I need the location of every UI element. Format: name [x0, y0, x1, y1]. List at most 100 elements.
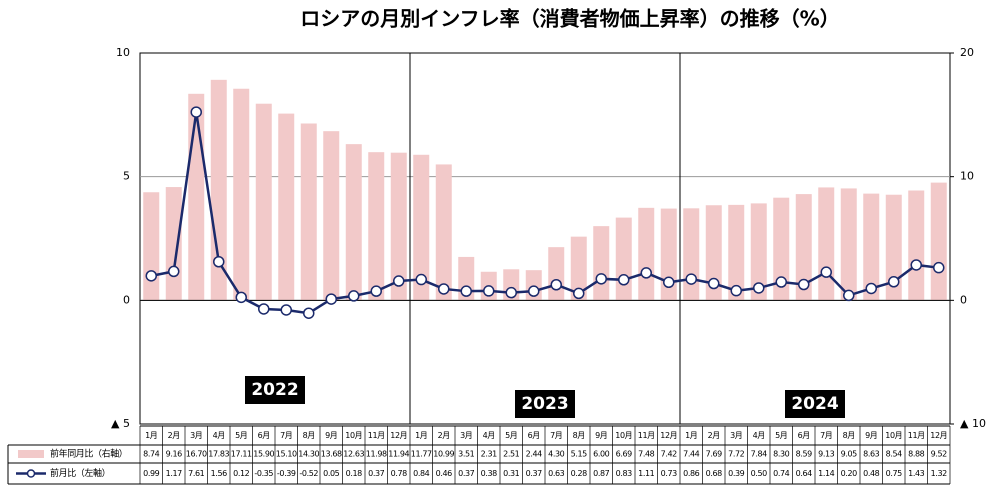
table-value: 0.87 [593, 469, 610, 478]
line-point [798, 278, 810, 291]
table-value: -0.39 [277, 469, 296, 478]
y2-tick-label: 20 [960, 46, 974, 59]
table-value: 11.77 [411, 450, 432, 459]
table-value: 11.94 [388, 450, 409, 459]
y-tick-label: 0 [123, 293, 130, 306]
line-point [145, 270, 157, 282]
table-value: 17.11 [231, 450, 252, 459]
bar [728, 204, 745, 301]
legend-swatch [18, 450, 44, 458]
plot-frame [139, 52, 951, 425]
x-tick-label: 9月 [325, 431, 337, 440]
line-point [843, 289, 855, 302]
table-value: 0.28 [571, 469, 588, 478]
bar [165, 187, 182, 301]
y-tick-label: 5 [123, 170, 130, 183]
line-point [168, 265, 180, 278]
x-tick-label: 6月 [528, 431, 540, 440]
table-value: 0.46 [436, 469, 453, 478]
x-tick-label: 11月 [368, 431, 385, 440]
year-label: 2023 [521, 394, 568, 414]
bar [255, 103, 272, 301]
x-tick-label: 5月 [235, 431, 247, 440]
line-point [190, 106, 202, 118]
line-point [550, 279, 562, 291]
line-point [280, 304, 292, 316]
y2-tick-label: ▲ 10 [960, 417, 986, 430]
x-tick-label: 4月 [213, 431, 225, 440]
x-tick-label: 3月 [730, 431, 742, 440]
table-value: 1.56 [211, 469, 228, 478]
x-tick-label: 9月 [595, 431, 607, 440]
line-point [753, 282, 765, 294]
x-tick-label: 2月 [168, 431, 180, 440]
line-point [528, 285, 540, 297]
table-value: 0.68 [706, 469, 723, 478]
table-value: 8.88 [908, 450, 925, 459]
bar [683, 208, 700, 301]
x-tick-label: 7月 [820, 431, 832, 440]
table-value: 0.83 [616, 469, 633, 478]
table-value: 0.78 [391, 469, 408, 478]
line-point [708, 277, 720, 290]
bar [390, 152, 407, 301]
line-point [573, 287, 585, 300]
table-value: 7.61 [188, 469, 205, 478]
table-value: 0.31 [503, 469, 520, 478]
table-value: 0.74 [773, 469, 790, 478]
table-value: 7.69 [706, 450, 723, 459]
table-value: 2.31 [481, 450, 498, 459]
table-value: 17.83 [208, 450, 229, 459]
table-value: 0.38 [481, 469, 498, 478]
table-value: 0.37 [368, 469, 385, 478]
bar [863, 193, 880, 301]
table-value: 0.86 [683, 469, 700, 478]
table-value: 3.51 [458, 450, 475, 459]
line-point [775, 276, 787, 288]
table-value: 0.20 [841, 469, 858, 478]
line-point [618, 274, 630, 286]
y2-tick-label: 10 [960, 170, 974, 183]
bar [593, 226, 610, 301]
table-value: 0.39 [728, 469, 745, 478]
bar [750, 203, 767, 301]
x-tick-label: 4月 [753, 431, 765, 440]
y-tick-label: 10 [116, 46, 130, 59]
table-value: 7.48 [638, 450, 655, 459]
bar [570, 236, 587, 301]
bar [413, 154, 430, 301]
table-value: -0.35 [254, 469, 273, 478]
line-point [685, 273, 697, 285]
x-tick-label: 2月 [708, 431, 720, 440]
x-tick-label: 3月 [190, 431, 202, 440]
bar [660, 208, 677, 301]
line-point [370, 285, 382, 297]
x-tick-label: 11月 [908, 431, 925, 440]
line-point [393, 275, 405, 287]
bar [143, 192, 160, 301]
table-value: 14.30 [298, 450, 319, 459]
table-value: 1.14 [818, 469, 835, 478]
line-point [730, 284, 742, 297]
line-point [595, 273, 607, 285]
table-value: 0.37 [458, 469, 475, 478]
x-tick-label: 4月 [483, 431, 495, 440]
line-point [460, 285, 472, 297]
line-point [663, 276, 675, 289]
table-value: 1.43 [908, 469, 925, 478]
x-tick-label: 10月 [615, 431, 632, 440]
table-value: 7.72 [728, 450, 745, 459]
bar [435, 164, 452, 301]
line-point [888, 276, 900, 288]
x-tick-label: 5月 [775, 431, 787, 440]
table-value: 0.75 [886, 469, 903, 478]
bar [638, 207, 655, 301]
table-value: 7.84 [751, 450, 768, 459]
bar [345, 144, 362, 301]
table-value: 15.90 [253, 450, 274, 459]
table-value: 0.63 [548, 469, 565, 478]
x-tick-label: 11月 [638, 431, 655, 440]
y2-tick-label: 0 [960, 293, 967, 306]
line-point [348, 290, 360, 302]
table-value: 5.15 [571, 450, 588, 459]
